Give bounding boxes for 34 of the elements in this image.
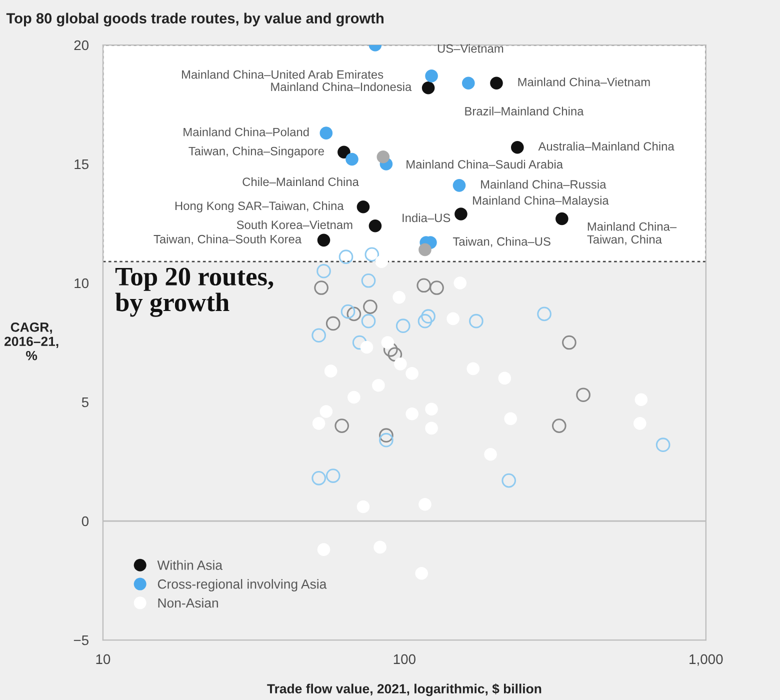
y-tick-label: 20 [74, 40, 89, 50]
annotation: Mainland China–Saudi Arabia [406, 160, 564, 169]
legend-label: Within Asia [157, 560, 223, 570]
y-axis-title: CAGR, 2016–21, % [4, 322, 58, 360]
legend-label: Cross-regional involving Asia [158, 579, 327, 592]
annotation: South Korea–Vietnam [236, 220, 352, 230]
annotation: Mainland China–Vietnam [518, 78, 650, 86]
x-tick-label: 100 [394, 654, 416, 664]
chart-title: Top 80 global goods trade routes, by value and growth [6, 12, 384, 26]
annotation: Mainland China–Russia [481, 180, 606, 189]
annotation: Chile–Mainland China [242, 177, 359, 186]
annotation: Mainland China– Taiwan, China [587, 222, 677, 246]
annotation: Australia–Mainland China [538, 142, 674, 151]
annotation: Mainland China–United Arab Emirates [182, 70, 384, 79]
y-tick-label: 5 [82, 397, 88, 408]
x-tick-label: 1,000 [690, 654, 723, 666]
annotation: Mainland China–Poland [184, 128, 309, 136]
annotation: US–Vietnam [438, 44, 504, 53]
x-tick-label: 10 [96, 654, 110, 664]
annotation: India–US [402, 213, 450, 222]
annotation: Top 20 routes, by growth [115, 268, 274, 317]
x-axis-title: Trade flow value, 2021, logarithmic, $ billion [267, 684, 542, 696]
annotation: Taiwan, China–Singapore [188, 146, 324, 158]
y-tick-label: −5 [74, 635, 88, 646]
y-tick-label: 15 [74, 159, 88, 170]
annotation: Hong Kong SAR–Taiwan, China [175, 201, 344, 212]
annotation: Taiwan, China–US [452, 236, 550, 248]
annotation: Mainland China–Malaysia [473, 196, 609, 208]
legend-label: Non-Asian [158, 598, 218, 608]
annotation: Taiwan, China–South Korea [154, 234, 302, 245]
annotation: Brazil–Mainland China [465, 106, 584, 116]
y-tick-label: 0 [82, 516, 89, 526]
y-tick-label: 10 [74, 278, 89, 288]
annotation: Mainland China–Indonesia [271, 82, 412, 92]
